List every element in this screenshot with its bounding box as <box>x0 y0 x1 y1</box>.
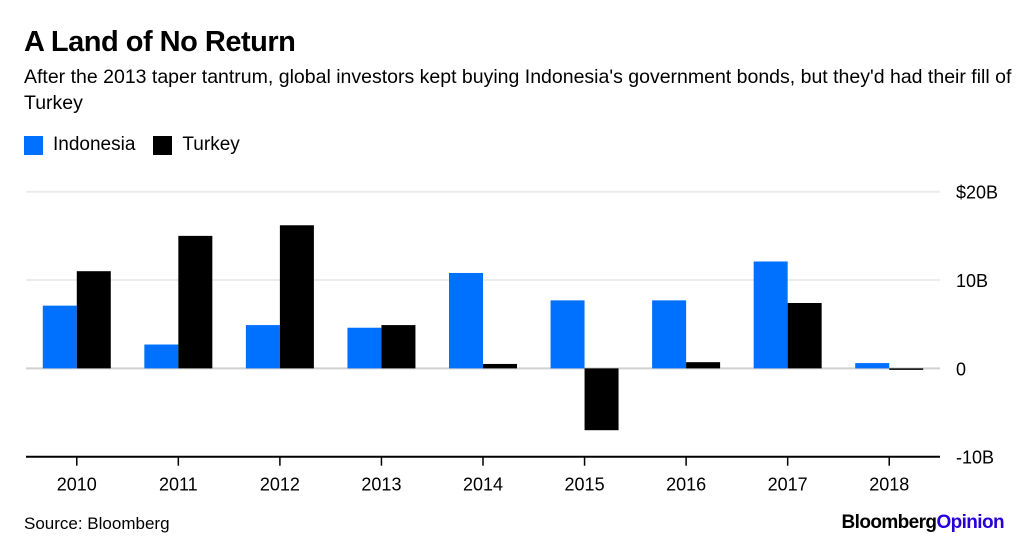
logo-suffix: Opinion <box>936 512 1004 533</box>
x-tick-label: 2010 <box>57 475 97 495</box>
bar-indonesia-2011 <box>144 344 179 369</box>
legend-swatch-turkey <box>153 135 173 155</box>
bar-turkey-2017 <box>787 303 822 369</box>
bar-indonesia-2012 <box>245 325 280 369</box>
x-tick-label: 2014 <box>463 475 503 495</box>
bar-turkey-2013 <box>381 325 416 369</box>
y-tick-label: $20B <box>956 183 998 203</box>
bar-turkey-2012 <box>279 225 314 369</box>
legend-swatch-indonesia <box>24 135 43 155</box>
bar-indonesia-2015 <box>550 300 585 369</box>
bar-turkey-2010 <box>76 271 111 369</box>
x-tick-label: 2015 <box>565 475 605 495</box>
logo-brand: Bloomberg <box>841 512 937 533</box>
bar-indonesia-2017 <box>753 261 788 369</box>
bar-indonesia-2014 <box>449 272 483 369</box>
legend-label-indonesia: Indonesia <box>53 134 136 155</box>
bar-indonesia-2010 <box>42 305 77 369</box>
bloomberg-opinion-logo: BloombergOpinion <box>841 512 1005 534</box>
legend-item-indonesia: Indonesia <box>24 134 135 156</box>
y-tick-label: 0 <box>956 359 966 379</box>
x-tick-label: 2013 <box>361 475 401 495</box>
source-note: Source: Bloomberg <box>24 514 170 533</box>
bar-turkey-2011 <box>178 235 213 369</box>
bar-turkey-2015 <box>584 368 619 431</box>
legend-label-turkey: Turkey <box>182 134 240 155</box>
chart-title: A Land of No Return <box>24 26 296 58</box>
legend-item-turkey: Turkey <box>153 134 240 156</box>
bar-indonesia-2013 <box>347 327 382 369</box>
bar-turkey-2018 <box>889 368 924 370</box>
x-tick-label: 2017 <box>768 475 808 495</box>
y-tick-label: 10B <box>956 271 988 291</box>
y-tick-label: -10B <box>956 448 994 468</box>
legend: Indonesia Turkey <box>24 134 258 156</box>
x-tick-label: 2018 <box>869 475 909 495</box>
x-tick-label: 2016 <box>666 475 706 495</box>
bar-indonesia-2016 <box>652 300 687 369</box>
chart-subtitle: After the 2013 taper tantrum, global inv… <box>24 66 1012 114</box>
x-tick-label: 2012 <box>260 475 300 495</box>
bar-turkey-2016 <box>686 362 721 369</box>
bar-turkey-2014 <box>483 363 517 369</box>
x-tick-label: 2011 <box>159 475 198 495</box>
bar-indonesia-2018 <box>855 363 890 369</box>
